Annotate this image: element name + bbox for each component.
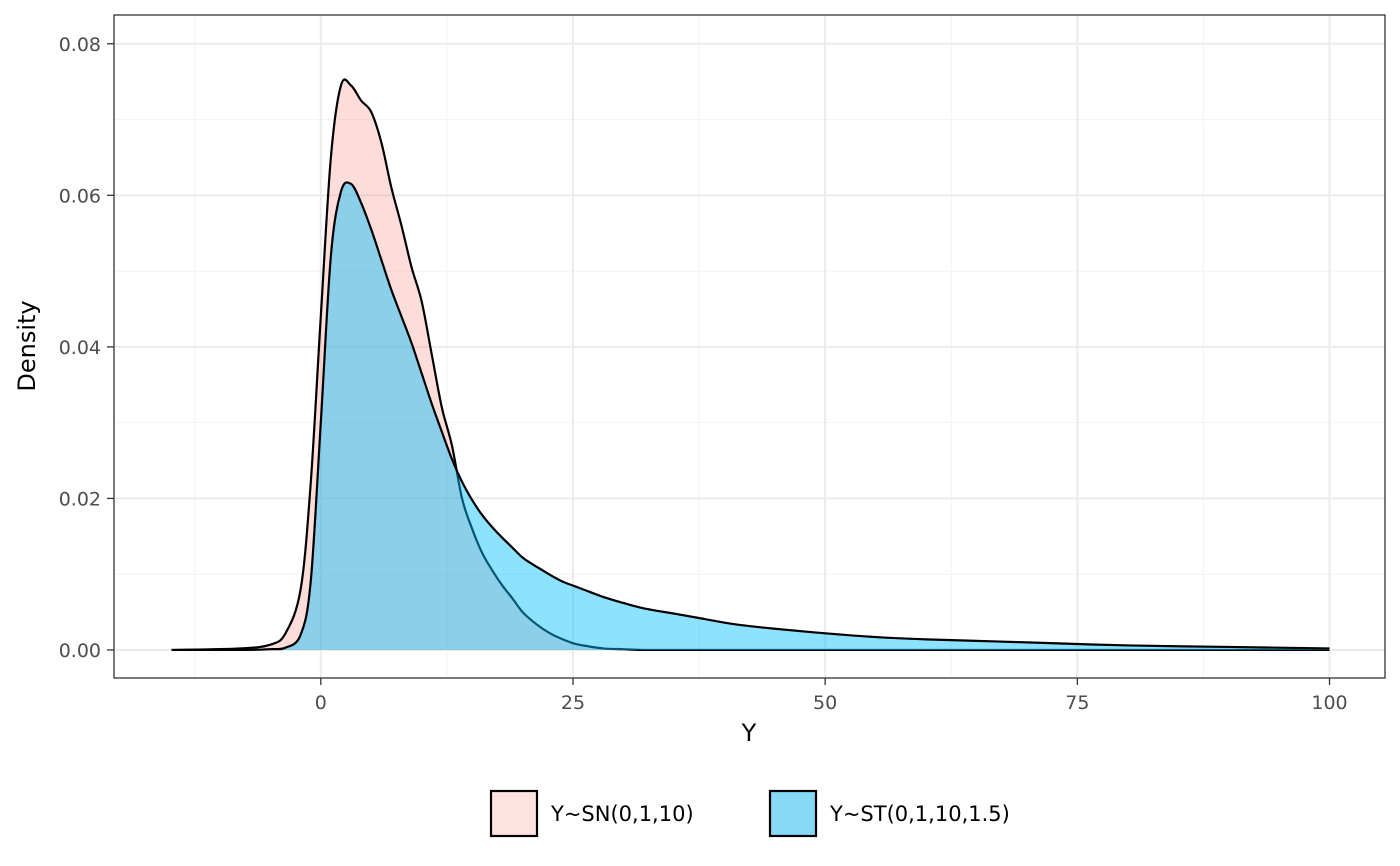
x-tick-label: 75 (1065, 692, 1089, 714)
legend-key-sn (489, 789, 539, 838)
y-axis: 0.00 0.02 0.04 0.06 0.08 (59, 34, 114, 662)
x-tick-label: 0 (315, 692, 327, 714)
y-axis-title: Density (13, 300, 41, 391)
density-area-1 (171, 182, 1330, 650)
legend-key-st (768, 789, 818, 838)
x-axis: 0 25 50 75 100 (315, 678, 1348, 714)
density-area-0 (171, 79, 1330, 650)
x-tick-label: 50 (813, 692, 837, 714)
y-tick-label: 0.02 (59, 488, 101, 510)
y-tick-label: 0.00 (59, 640, 101, 662)
legend-label-sn: Y~SN(0,1,10) (550, 802, 694, 826)
density-areas (171, 78, 1330, 652)
y-tick-label: 0.06 (59, 185, 101, 207)
x-axis-title: Y (741, 719, 757, 747)
legend-label-st: Y~ST(0,1,10,1.5) (829, 802, 1010, 826)
x-tick-label: 25 (561, 692, 585, 714)
density-line-0 (171, 78, 1330, 652)
y-tick-label: 0.08 (59, 34, 101, 56)
x-tick-label: 100 (1311, 692, 1347, 714)
y-tick-label: 0.04 (59, 337, 101, 359)
density-line-1 (171, 181, 1330, 652)
legend: Y~SN(0,1,10) Y~ST(0,1,10,1.5) (489, 789, 1010, 838)
